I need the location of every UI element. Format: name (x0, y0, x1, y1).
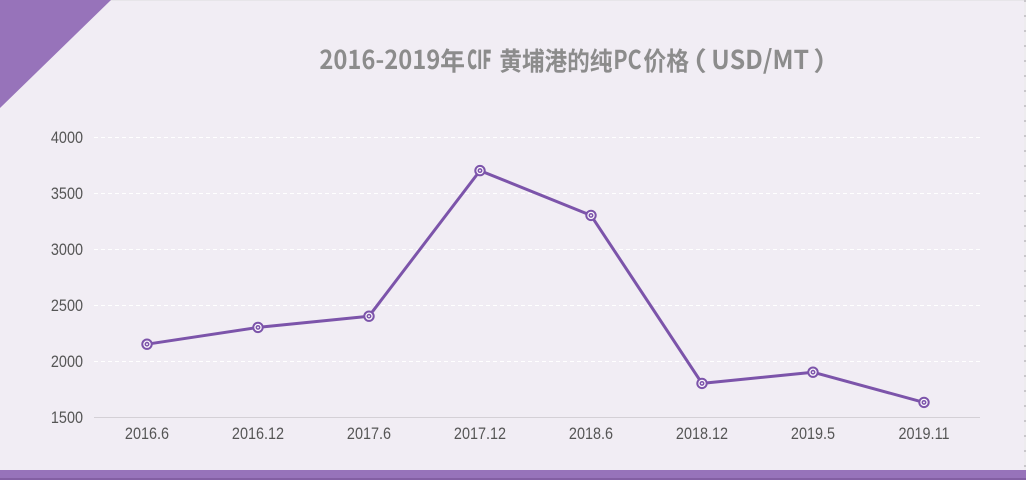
svg-text:2017.6: 2017.6 (347, 425, 391, 443)
svg-text:2019.11: 2019.11 (898, 425, 949, 443)
svg-text:2500: 2500 (51, 297, 83, 315)
svg-text:3500: 3500 (51, 185, 83, 203)
svg-text:1500: 1500 (51, 409, 83, 427)
svg-text:3000: 3000 (51, 241, 83, 259)
svg-text:2018.6: 2018.6 (569, 425, 613, 443)
svg-text:2000: 2000 (51, 353, 83, 371)
svg-text:4000: 4000 (51, 129, 83, 147)
svg-text:2016.12: 2016.12 (232, 425, 284, 443)
svg-text:2019.5: 2019.5 (791, 425, 835, 443)
svg-text:2017.12: 2017.12 (454, 425, 506, 443)
svg-text:2018.12: 2018.12 (676, 425, 728, 443)
svg-text:2016.6: 2016.6 (125, 425, 169, 443)
